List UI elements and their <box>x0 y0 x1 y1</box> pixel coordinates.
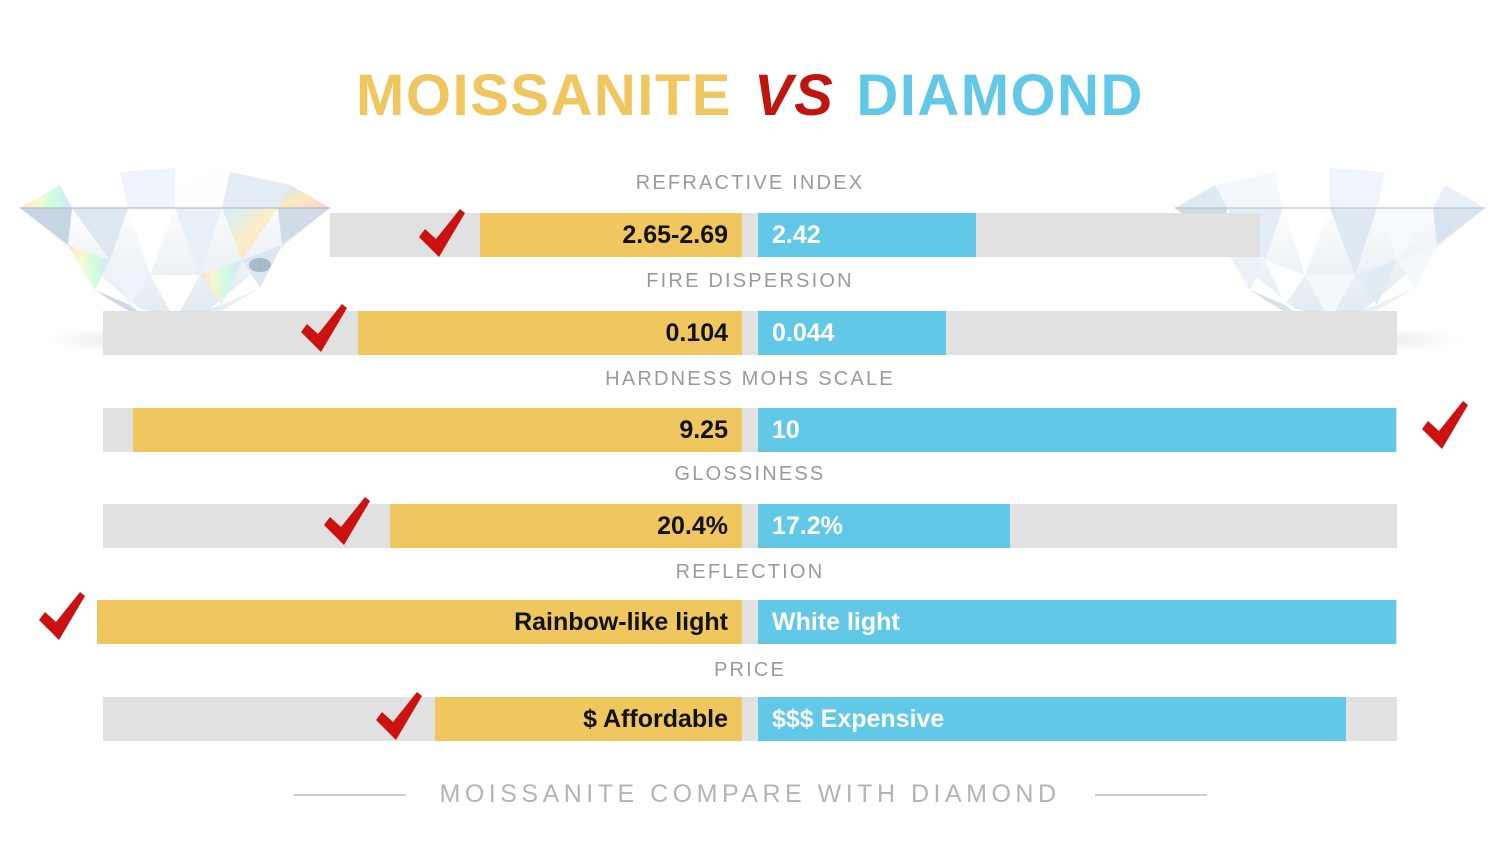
title-moissanite: MOISSANITE <box>356 63 732 128</box>
winner-check-icon <box>320 495 374 549</box>
row-track <box>103 504 1397 548</box>
diamond-value: $$$ Expensive <box>772 704 945 733</box>
title-diamond: DIAMOND <box>856 63 1144 128</box>
diamond-bar: White light <box>758 600 1396 644</box>
diamond-value: 10 <box>772 415 800 444</box>
moissanite-bar: Rainbow-like light <box>97 600 742 644</box>
winner-check-icon <box>35 590 89 644</box>
moissanite-value: 9.25 <box>679 415 728 444</box>
moissanite-value: 0.104 <box>665 318 728 347</box>
diamond-bar: 10 <box>758 408 1396 452</box>
footer-rule-right <box>1094 793 1207 796</box>
row-label: FIRE DISPERSION <box>646 270 854 292</box>
row-label: GLOSSINESS <box>674 463 826 485</box>
diamond-bar: 0.044 <box>758 311 946 355</box>
footer-rule-left <box>293 793 406 796</box>
diamond-value: White light <box>772 607 900 636</box>
row-label: REFRACTIVE INDEX <box>635 172 865 194</box>
moissanite-value: 20.4% <box>657 511 728 540</box>
winner-check-icon <box>297 302 351 356</box>
row-label: PRICE <box>713 659 787 681</box>
diamond-value: 17.2% <box>772 511 843 540</box>
moissanite-bar: 0.104 <box>358 311 742 355</box>
row-label: HARDNESS MOHS SCALE <box>605 368 895 390</box>
diamond-bar: 17.2% <box>758 504 1010 548</box>
moissanite-bar: $ Affordable <box>435 697 742 741</box>
diamond-bar: 2.42 <box>758 213 976 257</box>
diamond-bar: $$$ Expensive <box>758 697 1346 741</box>
moissanite-value: Rainbow-like light <box>514 607 728 636</box>
moissanite-bar: 2.65-2.69 <box>480 213 742 257</box>
row-label: REFLECTION <box>675 561 825 583</box>
footer-caption: MOISSANITE COMPARE WITH DIAMOND <box>0 780 1500 809</box>
title-vs: VS <box>753 63 835 128</box>
winner-check-icon <box>415 207 469 261</box>
moissanite-value: $ Affordable <box>583 704 728 733</box>
moissanite-value: 2.65-2.69 <box>622 220 728 249</box>
winner-check-icon <box>1418 399 1472 453</box>
page-title: MOISSANITE VS DIAMOND <box>0 62 1500 129</box>
footer-caption-text: MOISSANITE COMPARE WITH DIAMOND <box>439 780 1061 808</box>
moissanite-bar: 9.25 <box>133 408 742 452</box>
moissanite-bar: 20.4% <box>390 504 742 548</box>
diamond-value: 2.42 <box>772 220 821 249</box>
diamond-value: 0.044 <box>772 318 835 347</box>
winner-check-icon <box>372 690 426 744</box>
